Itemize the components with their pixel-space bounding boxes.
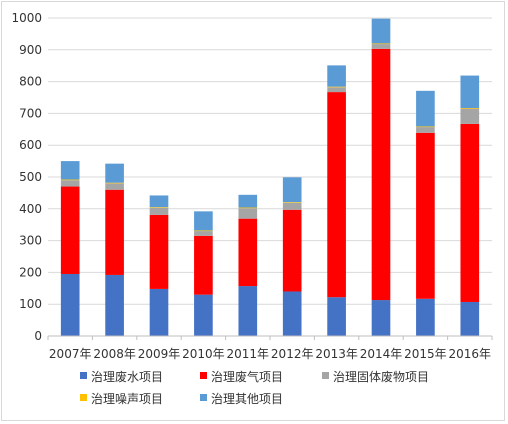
y-tick-label: 1000 [11,11,42,25]
x-tick-label: 2009年 [138,347,181,361]
bar-segment [105,274,124,336]
bar-segment [460,301,480,336]
y-tick-label: 0 [34,329,42,343]
bar-segment [60,273,80,336]
x-tick-label: 2012年 [271,347,314,361]
bar-segment [105,163,124,183]
legend-swatch [80,372,87,379]
bar-segment [60,179,80,181]
bar-segment [416,90,435,127]
x-tick-label: 2010年 [182,347,225,361]
legend-swatch [200,372,207,379]
bar-segment [105,182,124,184]
x-tick-label: 2011年 [227,347,270,361]
bar-segment [282,202,302,203]
legend-label: 治理噪声项目 [91,392,163,406]
bar-segment [416,127,435,133]
bar-segment [282,209,302,292]
legend-label: 治理其他项目 [211,392,283,406]
bar-segment [327,297,346,336]
x-tick-label: 2016年 [449,347,492,361]
bar-segment [60,180,80,187]
bar-segment [60,186,80,274]
legend-swatch [322,372,329,379]
x-tick-label: 2007年 [49,347,92,361]
legend-label: 治理固体废物项目 [333,369,429,384]
bar-segment [60,161,80,180]
bar-segment [371,18,391,44]
bar-segment [371,43,391,45]
bar-segment [149,207,169,208]
bar-segment [416,298,435,336]
bar-segment [238,286,258,336]
bar-segment [149,195,169,208]
bar-segment [238,194,258,208]
bar-segment [194,231,213,236]
bar-segment [282,202,302,210]
bar-segment [371,44,391,49]
bar-segment [282,177,302,203]
bar-segment [460,108,480,124]
legend-label: 治理废水项目 [91,369,163,384]
legend-swatch [80,394,87,401]
bar-segment [327,92,346,298]
x-tick-label: 2015年 [404,347,447,361]
y-tick-label: 200 [19,265,42,279]
bar-segment [460,123,480,302]
bar-segment [327,65,346,87]
bar-segment [238,218,258,287]
bars [60,18,480,336]
bar-segment [371,48,391,301]
y-tick-label: 500 [19,170,42,184]
bar-segment [149,214,169,289]
bar-segment [194,294,213,336]
y-tick-label: 700 [19,106,42,120]
x-tick-label: 2008年 [93,347,136,361]
bar-segment [194,230,213,232]
bar-segment [149,207,169,215]
bar-segment [327,87,346,93]
bar-segment [371,300,391,336]
bar-segment [105,183,124,190]
y-tick-label: 100 [19,297,42,311]
y-tick-label: 400 [19,202,42,216]
bar-segment [282,291,302,336]
bar-segment [149,288,169,336]
y-tick-label: 800 [19,75,42,89]
x-tick-label: 2014年 [360,347,403,361]
bar-segment [416,132,435,299]
bar-segment [327,86,346,88]
bar-segment [194,211,213,231]
y-tick-label: 600 [19,138,42,152]
legend-label: 治理废气项目 [211,369,283,384]
legend-swatch [200,394,207,401]
bar-segment [238,207,258,209]
y-tick-label: 900 [19,43,42,57]
bar-segment [416,126,435,128]
bar-segment [194,235,213,295]
bar-segment [460,75,480,108]
bar-segment [238,208,258,219]
y-tick-label: 300 [19,234,42,248]
bar-segment [105,189,124,275]
x-tick-label: 2013年 [315,347,358,361]
bar-segment [460,107,480,109]
